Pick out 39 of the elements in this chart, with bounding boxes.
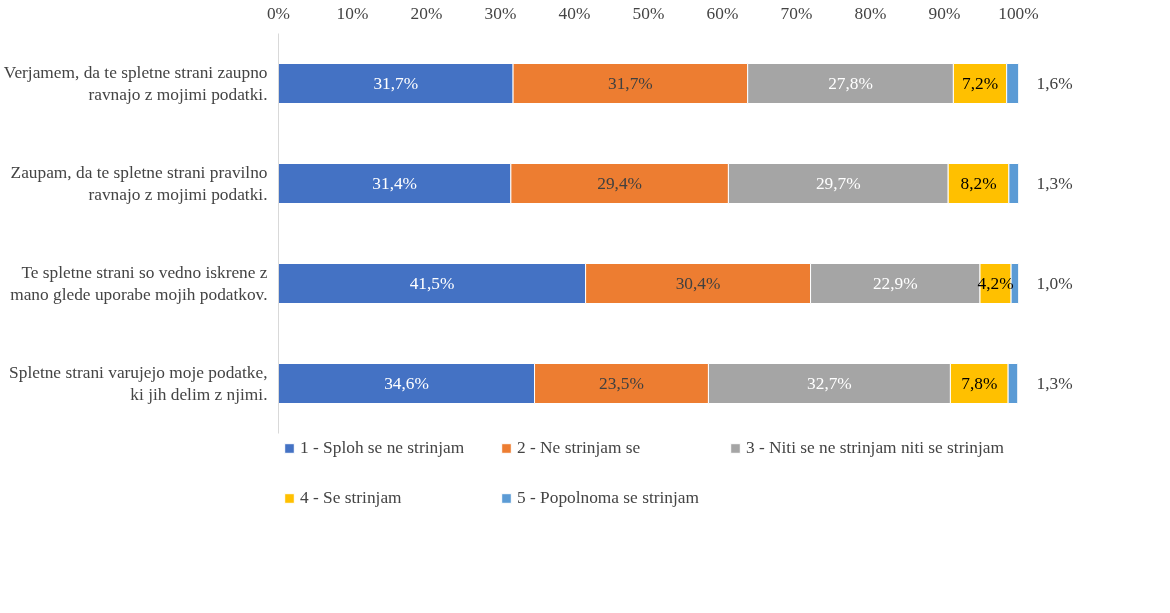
data-label: 32,7% [807, 374, 852, 393]
data-label: 1,3% [1036, 374, 1073, 393]
data-label: 8,2% [960, 174, 997, 193]
x-tick-label: 50% [632, 3, 665, 23]
data-label: 1,6% [1036, 74, 1073, 93]
data-label: 34,6% [384, 374, 429, 393]
legend-label: 4 - Se strinjam [300, 488, 403, 508]
data-label: 7,2% [961, 74, 999, 93]
data-label: 23,5% [599, 374, 644, 393]
y-tick-label: Verjamem, da te spletne strani zaupno ravnajo z mojimi podatki. [3, 62, 268, 105]
data-label: 31,7% [607, 74, 653, 93]
data-label: 1,3% [1036, 174, 1073, 193]
x-tick-label: 100% [998, 3, 1039, 23]
x-tick-label: 0% [266, 3, 291, 23]
data-label: 30,4% [675, 274, 721, 293]
x-tick-label: 90% [928, 3, 961, 23]
y-tick-label: Te spletne strani so vedno iskrene z mano glede uporabe mojih podatkov. [10, 262, 268, 305]
x-tick-label: 10% [336, 3, 369, 23]
x-tick-label: 20% [410, 3, 443, 23]
data-label: 1,0% [1036, 274, 1073, 293]
data-label: 29,7% [815, 174, 861, 193]
data-label: 31,7% [373, 74, 419, 93]
y-tick-label: Spletne strani varujejo moje podatke, ki jih delim z njimi. [9, 362, 268, 405]
data-label: 27,8% [828, 74, 873, 93]
x-tick-label: 60% [706, 3, 739, 23]
data-label: 7,8% [961, 374, 998, 393]
legend-label: 3 - Niti se ne strinjam niti se strinjam [745, 438, 1004, 458]
legend-label: 1 - Sploh se ne strinjam [300, 438, 466, 458]
data-label: 41,5% [409, 274, 455, 293]
x-tick-label: 30% [484, 3, 517, 23]
data-label: 22,9% [872, 274, 918, 293]
x-tick-label: 40% [558, 3, 591, 23]
data-label: 29,4% [597, 174, 643, 193]
data-label: 31,4% [372, 174, 418, 193]
legend-label: 5 - Popolnoma se strinjam [517, 488, 699, 508]
legend-label: 2 - Ne strinjam se [517, 438, 642, 458]
y-tick-label: Zaupam, da te spletne strani pravilno ravnajo z mojimi podatki. [10, 162, 268, 205]
x-tick-label: 70% [780, 3, 813, 23]
x-tick-label: 80% [854, 3, 887, 23]
